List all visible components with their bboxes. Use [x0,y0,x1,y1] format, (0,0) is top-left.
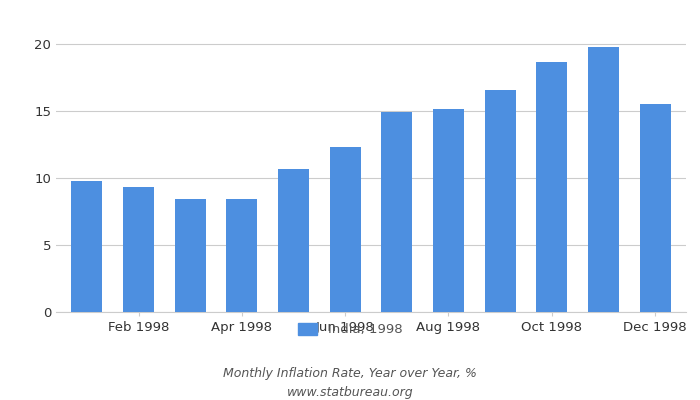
Bar [71,181,102,312]
Bar [588,48,619,312]
Bar [536,62,567,312]
Text: Monthly Inflation Rate, Year over Year, %: Monthly Inflation Rate, Year over Year, … [223,368,477,380]
Bar [330,147,360,312]
Bar [226,200,258,312]
Text: www.statbureau.org: www.statbureau.org [287,386,413,399]
Bar [484,90,516,312]
Bar [123,188,154,312]
Bar [433,109,464,312]
Bar [640,104,671,312]
Legend: India, 1998: India, 1998 [292,318,408,342]
Bar [278,169,309,312]
Bar [382,112,412,312]
Bar [175,200,206,312]
